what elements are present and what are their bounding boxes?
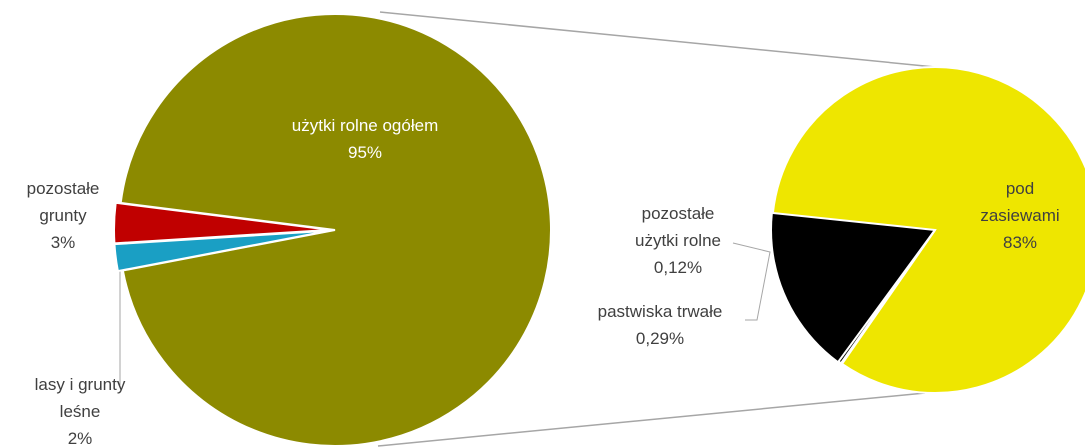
connector-line (379, 11, 936, 68)
pie-slice (119, 13, 552, 447)
data-label: 0,29% (636, 329, 684, 348)
data-label: 0,12% (654, 258, 702, 277)
connector-line (377, 392, 926, 447)
data-label: pod zasiewami (980, 179, 1059, 225)
pie-slice (837, 229, 936, 365)
data-label: 3% (51, 233, 76, 252)
data-label: użytki rolne ogółem (292, 116, 438, 135)
data-label: 95% (348, 143, 382, 162)
pie-slice (771, 66, 1085, 394)
data-label: lasy i grunty leśne (35, 375, 126, 421)
data-label: 2% (68, 429, 93, 448)
pie-slice (113, 229, 331, 273)
data-label: pozostałe grunty (27, 179, 100, 225)
leader-line (732, 242, 771, 321)
data-label: pastwiska trwałe (598, 302, 723, 321)
data-label: 83% (1003, 233, 1037, 252)
data-label: pozostałe użytki rolne (635, 204, 721, 250)
